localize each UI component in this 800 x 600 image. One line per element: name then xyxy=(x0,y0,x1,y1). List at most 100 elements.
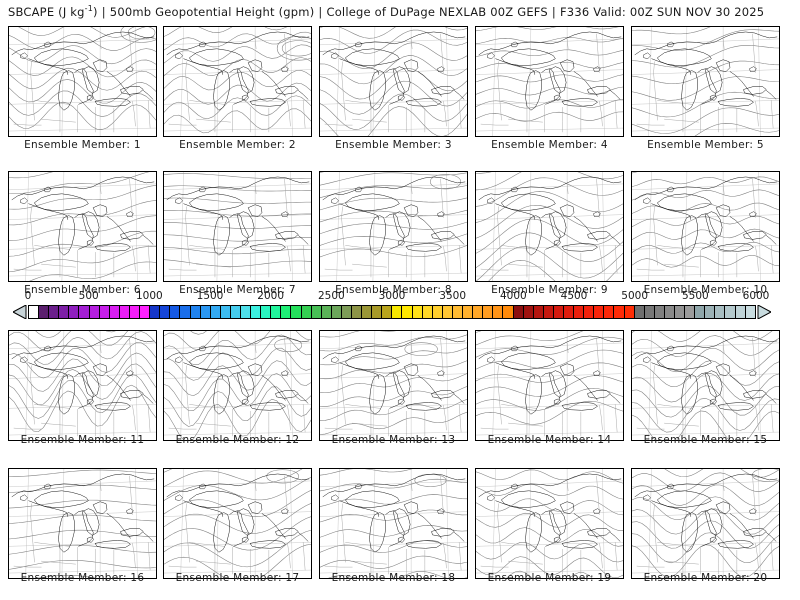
coastlines xyxy=(166,473,310,547)
map-4[interactable] xyxy=(475,26,624,137)
map-17[interactable] xyxy=(163,468,312,579)
colorbar-segment-38 xyxy=(412,306,423,318)
ensemble-panel-17[interactable]: Ensemble Member: 17 xyxy=(163,468,312,584)
ensemble-panel-8[interactable]: Ensemble Member: 8 xyxy=(319,171,468,296)
islands xyxy=(175,483,289,514)
title-field: SBCAPE (J kg-1) xyxy=(8,4,98,19)
ensemble-panel-5[interactable]: Ensemble Member: 5 xyxy=(631,26,780,151)
graticule xyxy=(9,27,156,136)
map-5[interactable] xyxy=(631,26,780,137)
great-lakes xyxy=(345,48,455,111)
great-lakes xyxy=(34,490,144,553)
map-12[interactable] xyxy=(163,330,312,441)
colorbar-segment-64 xyxy=(675,306,686,318)
great-lakes xyxy=(34,352,144,415)
colorbar-segment-19 xyxy=(220,306,231,318)
colorbar-gradient xyxy=(28,305,756,319)
ensemble-panel-7[interactable]: Ensemble Member: 7 xyxy=(163,171,312,296)
colorbar-tick-4000: 4000 xyxy=(499,290,527,302)
height-contours xyxy=(476,469,623,578)
colorbar-segment-13 xyxy=(160,306,171,318)
ensemble-panel-12[interactable]: Ensemble Member: 12 xyxy=(163,330,312,446)
graticule xyxy=(164,172,311,281)
ensemble-panel-18[interactable]: Ensemble Member: 18 xyxy=(319,468,468,584)
colorbar-segment-7 xyxy=(99,306,110,318)
panel-label-16: Ensemble Member: 16 xyxy=(20,572,145,584)
ensemble-panel-20[interactable]: Ensemble Member: 20 xyxy=(631,468,780,584)
map-16[interactable] xyxy=(8,468,157,579)
height-contours xyxy=(476,331,623,425)
colorbar-segment-71 xyxy=(745,306,755,318)
coastlines xyxy=(166,176,310,250)
map-10[interactable] xyxy=(631,171,780,282)
coastlines xyxy=(634,473,778,547)
coastlines xyxy=(322,31,466,105)
map-7[interactable] xyxy=(163,171,312,282)
ensemble-panel-13[interactable]: Ensemble Member: 13 xyxy=(319,330,468,446)
height-contours xyxy=(164,173,311,267)
colorbar-segment-69 xyxy=(725,306,736,318)
colorbar-segment-33 xyxy=(362,306,373,318)
graticule xyxy=(476,27,623,136)
ensemble-panel-6[interactable]: Ensemble Member: 6 xyxy=(8,171,157,296)
colorbar-arrow-left-icon xyxy=(13,305,27,319)
colorbar: 0 500 1000 1500 2000 2500 3000 3500 4000 4500 5000… xyxy=(0,290,800,324)
map-13[interactable] xyxy=(319,330,468,441)
panel-label-3: Ensemble Member: 3 xyxy=(335,139,452,151)
colorbar-segment-65 xyxy=(685,306,696,318)
graticule xyxy=(632,27,779,136)
map-9[interactable] xyxy=(475,171,624,282)
colorbar-segment-1 xyxy=(39,306,50,318)
colorbar-segment-15 xyxy=(180,306,191,318)
map-14[interactable] xyxy=(475,330,624,441)
ensemble-panel-1[interactable]: Ensemble Member: 1 xyxy=(8,26,157,151)
ensemble-panel-2[interactable]: Ensemble Member: 2 xyxy=(163,26,312,151)
map-2[interactable] xyxy=(163,26,312,137)
ensemble-panel-11[interactable]: Ensemble Member: 11 xyxy=(8,330,157,446)
ensemble-panel-10[interactable]: Ensemble Member: 10 xyxy=(631,171,780,296)
state-borders xyxy=(324,337,462,437)
great-lakes xyxy=(345,490,455,553)
colorbar-segment-34 xyxy=(372,306,383,318)
map-1[interactable] xyxy=(8,26,157,137)
ensemble-panel-9[interactable]: Ensemble Member: 9 xyxy=(475,171,624,296)
map-15[interactable] xyxy=(631,330,780,441)
ensemble-panel-14[interactable]: Ensemble Member: 14 xyxy=(475,330,624,446)
islands xyxy=(487,345,601,376)
islands xyxy=(643,483,757,514)
ensemble-panel-19[interactable]: Ensemble Member: 19 xyxy=(475,468,624,584)
map-6[interactable] xyxy=(8,171,157,282)
great-lakes xyxy=(501,352,611,415)
colorbar-segment-24 xyxy=(271,306,282,318)
ensemble-panel-16[interactable]: Ensemble Member: 16 xyxy=(8,468,157,584)
great-lakes xyxy=(189,352,299,415)
colorbar-tick-5000: 5000 xyxy=(621,290,649,302)
ensemble-panel-15[interactable]: Ensemble Member: 15 xyxy=(631,330,780,446)
height-contours xyxy=(632,331,779,440)
great-lakes xyxy=(34,48,144,111)
coastlines xyxy=(11,176,155,250)
panel-label-10: Ensemble Member: 10 xyxy=(643,284,768,296)
map-8[interactable] xyxy=(319,171,468,282)
state-borders xyxy=(13,178,151,278)
ensemble-panel-4[interactable]: Ensemble Member: 4 xyxy=(475,26,624,151)
height-contours xyxy=(164,469,311,578)
map-19[interactable] xyxy=(475,468,624,579)
ensemble-panel-3[interactable]: Ensemble Member: 3 xyxy=(319,26,468,151)
state-borders xyxy=(324,475,462,575)
great-lakes xyxy=(34,193,144,256)
map-11[interactable] xyxy=(8,330,157,441)
islands xyxy=(487,186,601,217)
map-20[interactable] xyxy=(631,468,780,579)
coastlines xyxy=(11,31,155,105)
height-contours xyxy=(632,469,779,578)
coastlines xyxy=(478,473,622,547)
panel-label-1: Ensemble Member: 1 xyxy=(24,139,141,151)
colorbar-segment-45 xyxy=(483,306,494,318)
map-3[interactable] xyxy=(319,26,468,137)
map-18[interactable] xyxy=(319,468,468,579)
colorbar-segment-54 xyxy=(574,306,585,318)
coastlines xyxy=(322,335,466,409)
height-contours xyxy=(632,172,779,268)
graticule xyxy=(320,172,467,281)
